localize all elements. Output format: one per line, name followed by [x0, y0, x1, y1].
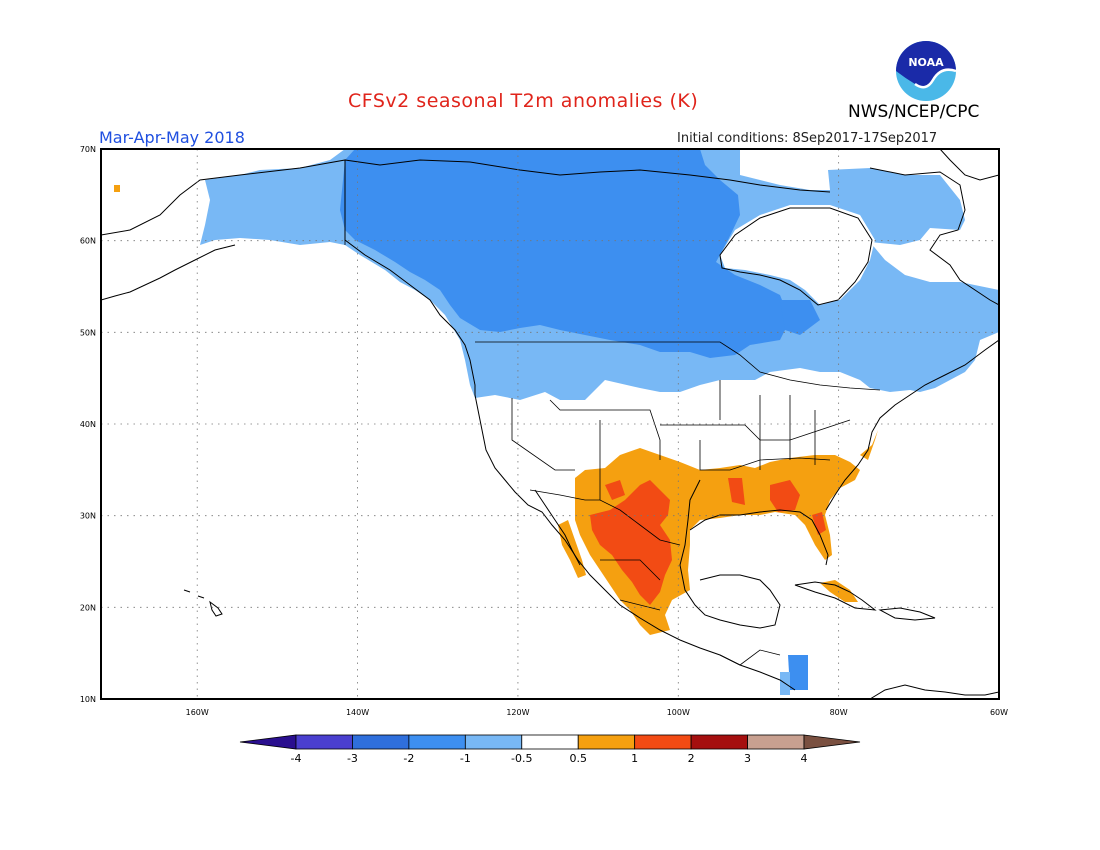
coastline-alaska — [101, 159, 476, 395]
anomaly-shading — [114, 149, 999, 695]
colorbar-tick-label: 2 — [688, 752, 695, 765]
border-states-6 — [719, 380, 816, 470]
agency-label: NWS/NCEP/CPC — [848, 102, 980, 122]
anomaly-white-hudson — [720, 205, 875, 305]
coastline-hawaii — [183, 589, 223, 617]
forecast-period: Mar-Apr-May 2018 — [99, 128, 245, 147]
borders — [344, 160, 881, 666]
coastline-south-america — [869, 684, 999, 699]
lon-tick-label: 100W — [667, 708, 690, 717]
colorbar-tick-label: 0.5 — [569, 752, 587, 765]
colorbar-box — [352, 734, 410, 750]
coastline-arctic — [344, 159, 831, 193]
border-states-2 — [549, 399, 661, 460]
coastline-aleutians — [101, 244, 236, 301]
colorbar-max-arrow — [803, 734, 861, 750]
anomaly-medium-blue-canada — [340, 149, 790, 358]
lon-tick-label: 160W — [186, 708, 209, 717]
colorbar-tick-label: -2 — [403, 752, 414, 765]
anomaly-orange-alaska-dot — [114, 185, 120, 192]
colorbar-min-arrow — [239, 734, 297, 750]
coastline-hispaniola — [878, 607, 936, 621]
coastline-cuba — [794, 581, 877, 611]
lat-tick-label: 70N — [80, 145, 96, 154]
colorbar-box — [747, 734, 805, 750]
coastline-labrador — [869, 167, 999, 306]
anomaly-orange-nc — [860, 430, 878, 460]
noaa-logo-text: NOAA — [908, 56, 944, 69]
anomaly-blue-central-america — [788, 655, 808, 690]
border-states-1 — [511, 398, 575, 471]
anomaly-blue-fringe — [780, 300, 820, 335]
colorbar-box — [690, 734, 748, 750]
colorbar-box — [634, 734, 692, 750]
colorbar-tick-label: -4 — [291, 752, 302, 765]
border-mexico-states — [600, 559, 661, 611]
coastline-baja — [534, 489, 581, 566]
colorbar-box — [408, 734, 466, 750]
map-frame-group — [101, 149, 999, 699]
colorbar-box — [521, 734, 579, 750]
colorbar-tick-label: 4 — [801, 752, 808, 765]
border-states-5 — [699, 440, 831, 471]
initial-conditions: Initial conditions: 8Sep2017-17Sep2017 — [677, 131, 938, 146]
longitude-labels: 160W 140W 120W 100W 80W 60W — [186, 708, 1009, 717]
border-canada-us — [475, 341, 881, 391]
coastline-hudson-bay — [719, 207, 873, 306]
lat-tick-label: 20N — [80, 603, 96, 612]
colorbar-box — [577, 734, 636, 750]
lon-tick-label: 140W — [346, 708, 369, 717]
lat-tick-label: 50N — [80, 328, 96, 337]
colorbar-tick-label: -1 — [460, 752, 471, 765]
map-title: CFSv2 seasonal T2m anomalies (K) — [348, 90, 699, 112]
anomaly-red-florida — [812, 512, 826, 535]
latitude-labels: 10N 20N 30N 40N 50N 60N 70N — [80, 145, 96, 704]
lon-tick-label: 80W — [830, 708, 848, 717]
colorbar-tick-label: -0.5 — [511, 752, 532, 765]
coastlines — [101, 149, 999, 699]
map-frame — [100, 148, 1000, 700]
lat-tick-label: 10N — [80, 695, 96, 704]
anomaly-white-labrador — [915, 245, 965, 272]
colorbar-box — [464, 734, 523, 750]
border-us-mexico — [529, 489, 681, 546]
lat-tick-label: 60N — [80, 237, 96, 246]
lat-tick-label: 40N — [80, 420, 96, 429]
graticule — [101, 149, 999, 699]
colorbar-tick-label: -3 — [347, 752, 358, 765]
anomaly-red-texas — [605, 480, 625, 500]
noaa-logo-icon: NOAA — [896, 41, 957, 101]
coastline-east-us — [825, 339, 999, 511]
coastline-gulf — [679, 479, 781, 629]
coastline-greenland — [939, 149, 999, 181]
colorbar-box — [295, 734, 353, 750]
anomaly-red-gulf — [728, 478, 745, 505]
border-central-america — [719, 649, 781, 666]
lat-tick-label: 30N — [80, 512, 96, 521]
colorbar: -4 -3 -2 -1 -0.5 0.5 1 2 3 4 — [239, 734, 861, 765]
coastline-gulf-north — [689, 509, 829, 566]
lon-tick-label: 60W — [990, 708, 1008, 717]
anomaly-red-southeast — [770, 480, 800, 512]
colorbar-tick-label: 3 — [744, 752, 751, 765]
anomaly-red-mexico — [590, 480, 672, 605]
colorbar-tick-label: 1 — [631, 752, 638, 765]
lon-tick-label: 120W — [506, 708, 529, 717]
